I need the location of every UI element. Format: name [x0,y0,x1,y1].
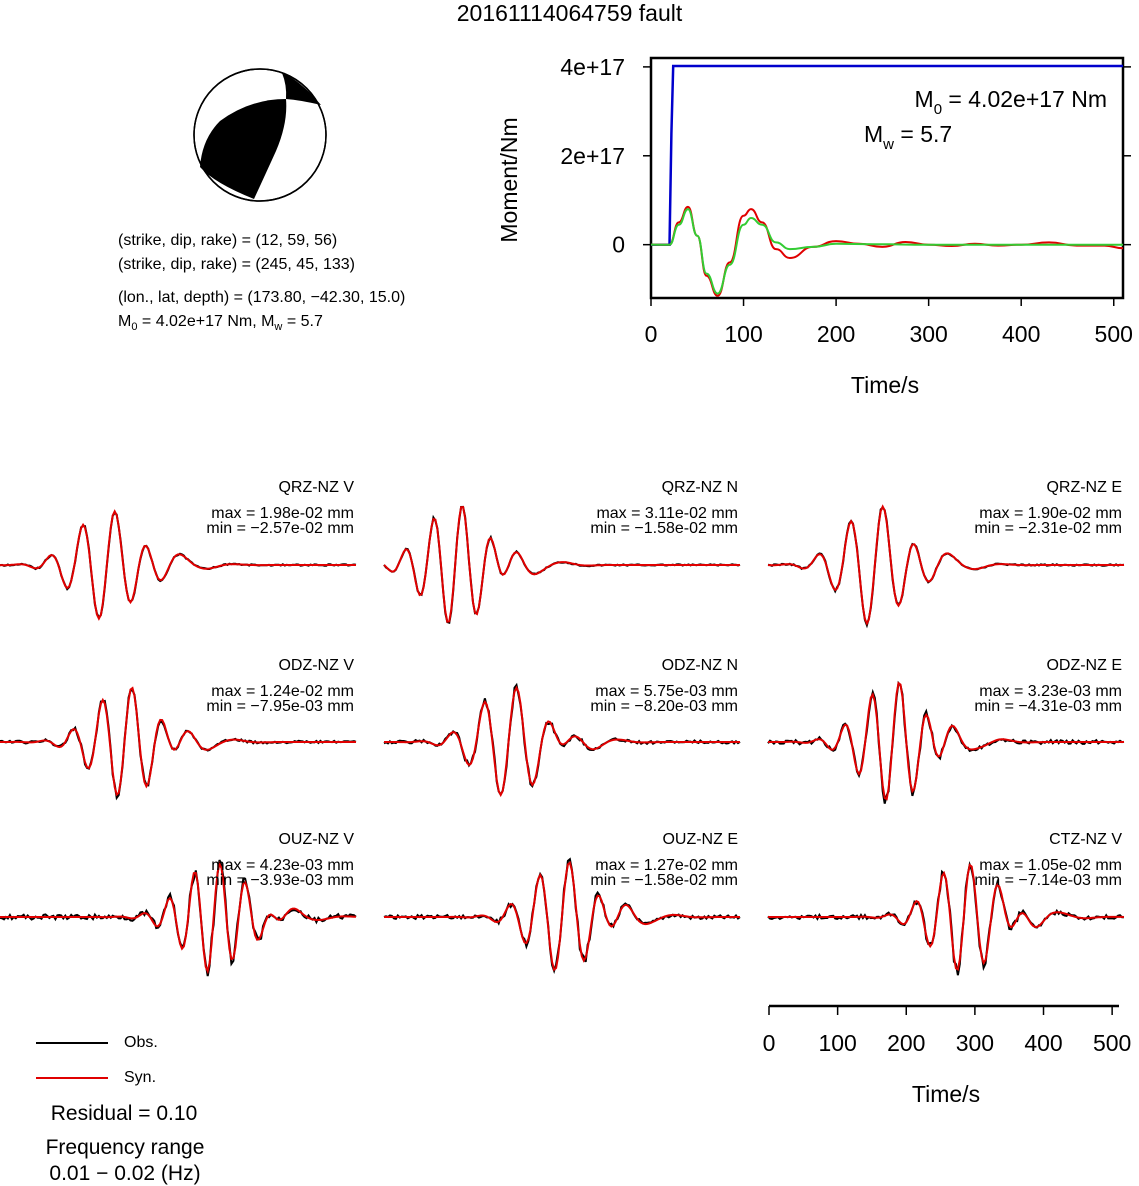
moment-ylabel: Moment/Nm [496,117,522,242]
waveform-max-label: max = 5.75e-03 mm [595,683,738,700]
waveform-xtick-label: 500 [1093,1030,1131,1056]
residual-text: Residual = 0.10 [50,1102,198,1125]
waveform-synthetic-trace [768,504,1124,626]
waveform-synthetic-trace [768,863,1125,971]
waveform-station-label: ODZ-NZ N [662,657,738,674]
beachball-compression-quadrant-2 [200,99,287,199]
waveform-synthetic-trace [0,686,356,797]
frequency-title: Frequency range [45,1136,205,1159]
waveform-min-label: min = −2.31e-02 mm [974,520,1122,537]
waveform-max-label: max = 1.24e-02 mm [211,683,354,700]
moment-xtick-label: 400 [1002,321,1040,347]
waveform-station-label: ODZ-NZ V [278,657,354,674]
waveform-xtick-label: 0 [763,1030,776,1056]
moment-magnitude-line: M0 = 4.02e+17 Nm, Mw = 5.7 [118,313,323,333]
waveform-xtick-label: 400 [1024,1030,1062,1056]
moment-plot-frame [649,56,1125,300]
moment-xtick-label: 200 [817,321,855,347]
waveform-max-label: max = 1.90e-02 mm [979,505,1122,522]
waveform-min-label: min = −8.20e-03 mm [590,698,738,715]
waveform-station-label: ODZ-NZ E [1046,657,1122,674]
waveform-synthetic-trace [384,685,740,798]
waveform-synthetic-trace [0,860,357,975]
stf-m0-label: M0 = 4.02e+17 Nm [914,86,1107,118]
waveform-max-label: max = 3.23e-03 mm [979,683,1122,700]
waveform-synthetic-trace [384,861,740,972]
waveform-max-label: max = 3.11e-02 mm [596,505,738,522]
waveform-station-label: OUZ-NZ E [662,831,738,848]
waveform-min-label: min = −4.31e-03 mm [974,698,1122,715]
legend-synthetic-label: Syn. [124,1069,157,1086]
moment-ytick-label: 2e+17 [560,143,625,169]
waveform-synthetic-trace [383,506,740,623]
figure-title: 20161114064759 fault [456,0,683,26]
waveform-min-label: min = −2.57e-02 mm [206,520,354,537]
moment-xtick-label: 300 [909,321,947,347]
waveform-synthetic-trace [0,509,356,621]
beachball-icon [193,68,327,202]
waveform-xlabel: Time/s [912,1081,980,1107]
waveform-station-label: QRZ-NZ V [278,479,354,496]
legend-observed-label: Obs. [124,1034,158,1051]
waveform-min-label: min = −1.58e-02 mm [590,520,738,537]
waveform-min-label: min = −7.14e-03 mm [974,872,1122,889]
waveform-xtick-label: 100 [818,1030,856,1056]
moment-xlabel: Time/s [851,372,919,398]
waveform-xtick-label: 300 [956,1030,994,1056]
waveform-min-label: min = −7.95e-03 mm [206,698,354,715]
stf-mw-label: Mw = 5.7 [864,121,953,153]
moment-time-chart: 0 2e+17 4e+17 0 100 200 300 400 500 Time/s Mome… [496,54,1133,398]
beachball-compression-quadrant-1 [282,73,321,105]
waveform-max-label: max = 4.23e-03 mm [211,857,354,874]
waveform-max-label: max = 1.05e-02 mm [979,857,1122,874]
waveform-min-label: min = −1.58e-02 mm [590,872,738,889]
waveform-max-label: max = 1.27e-02 mm [595,857,738,874]
waveform-station-label: QRZ-NZ E [1046,479,1122,496]
moment-series-red [650,205,1124,297]
waveform-min-label: min = −3.93e-03 mm [206,872,354,889]
waveform-station-label: QRZ-NZ N [662,479,738,496]
legend-swatches [36,1042,108,1079]
waveform-max-label: max = 1.98e-02 mm [211,505,354,522]
waveform-station-label: OUZ-NZ V [278,831,354,848]
waveform-station-label: CTZ-NZ V [1049,831,1122,848]
frequency-range: 0.01 − 0.02 (Hz) [49,1162,201,1185]
hypocenter-location: (lon., lat, depth) = (173.80, −42.30, 15… [118,289,406,306]
moment-series-green [650,208,1123,295]
moment-ytick-label: 4e+17 [560,54,625,80]
waveform-time-axis: 0 100 200 300 400 500 [763,1004,1131,1056]
nodal-plane-1: (strike, dip, rake) = (12, 59, 56) [118,232,338,249]
moment-xtick-label: 0 [645,321,658,347]
moment-ytick-label: 0 [612,232,625,258]
waveform-synthetic-trace [768,681,1124,801]
moment-xtick-label: 500 [1095,321,1133,347]
nodal-plane-2: (strike, dip, rake) = (245, 45, 133) [118,256,355,273]
moment-xtick-label: 100 [724,321,762,347]
waveform-xtick-label: 200 [887,1030,925,1056]
